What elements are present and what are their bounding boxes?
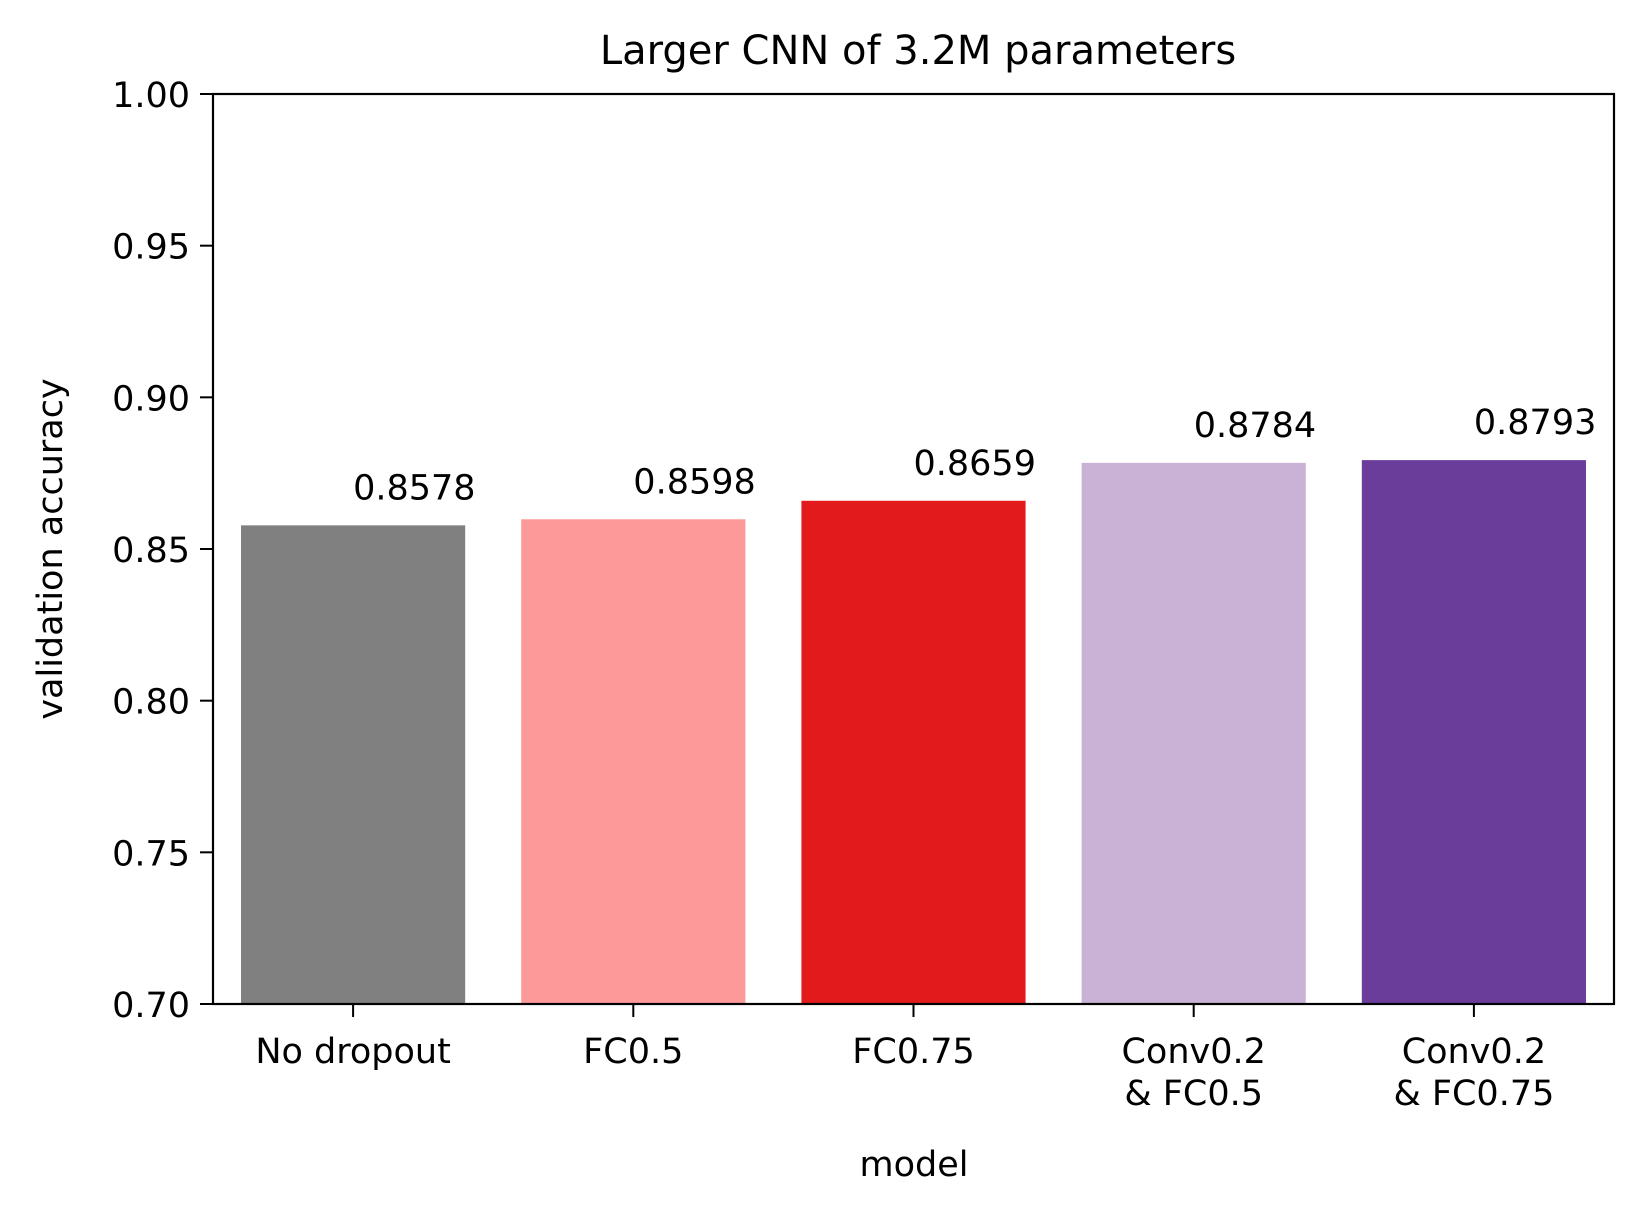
bar xyxy=(241,525,466,1004)
bar-value-label: 0.8659 xyxy=(914,444,1036,484)
bar xyxy=(801,500,1026,1004)
y-axis-label: validation accuracy xyxy=(31,378,71,719)
y-tick-label: 0.95 xyxy=(112,228,190,268)
bar-value-label: 0.8598 xyxy=(633,462,755,502)
x-axis: No dropout FC0.5 FC0.75 Conv0.2 & FC0.5 Conv0… xyxy=(255,1004,1554,1114)
bar-value-label: 0.8578 xyxy=(353,468,475,508)
x-tick-label: FC0.5 xyxy=(583,1032,683,1072)
x-tick-label: FC0.75 xyxy=(852,1032,975,1072)
bars-layer xyxy=(241,460,1586,1005)
bar-value-label: 0.8793 xyxy=(1474,403,1596,443)
bar xyxy=(1361,460,1586,1004)
y-axis: 0.70 0.75 0.80 0.85 0.90 0.95 1.00 xyxy=(112,76,213,1026)
bar xyxy=(521,519,746,1004)
y-tick-label: 1.00 xyxy=(112,76,190,116)
chart-title: Larger CNN of 3.2M parameters xyxy=(600,28,1236,74)
x-tick-label: No dropout xyxy=(255,1032,451,1072)
bar xyxy=(1081,462,1306,1005)
y-tick-label: 0.90 xyxy=(112,379,190,419)
x-tick-label: Conv0.2 & FC0.5 xyxy=(1121,1032,1265,1114)
y-tick-label: 0.85 xyxy=(112,531,190,571)
value-labels: 0.8578 0.8598 0.8659 0.8784 0.8793 xyxy=(353,403,1596,508)
y-tick-label: 0.75 xyxy=(112,834,190,874)
bar-value-label: 0.8784 xyxy=(1194,406,1316,446)
x-tick-label: Conv0.2 & FC0.75 xyxy=(1393,1032,1554,1114)
y-tick-label: 0.70 xyxy=(112,986,190,1026)
y-tick-label: 0.80 xyxy=(112,683,190,723)
x-axis-label: model xyxy=(860,1145,969,1185)
